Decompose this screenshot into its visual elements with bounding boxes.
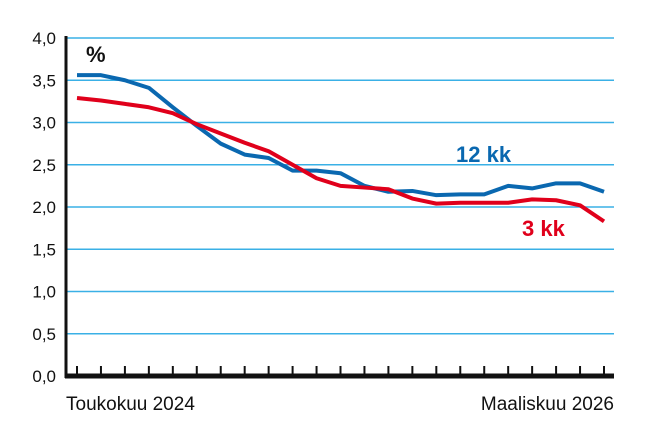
y-tick-label: 0,0 [32, 367, 56, 386]
y-tick-label: 4,0 [32, 29, 56, 48]
y-tick-label: 2,5 [32, 156, 56, 175]
y-tick-label: 3,5 [32, 71, 56, 90]
y-tick-label: 1,5 [32, 240, 56, 259]
series-label-3kk: 3 kk [522, 216, 566, 241]
y-tick-label: 3,0 [32, 114, 56, 133]
series-label-12kk: 12 kk [456, 142, 512, 167]
series-line-3kk [76, 96, 606, 224]
series-line-12kk [77, 73, 605, 198]
x-tick-label-last: Maaliskuu 2026 [481, 394, 614, 415]
unit-label: % [86, 42, 106, 67]
x-tick-label-first: Toukokuu 2024 [66, 394, 195, 415]
y-tick-label: 1,0 [32, 283, 56, 302]
y-tick-label: 0,5 [32, 325, 56, 344]
y-tick-label: 2,0 [32, 198, 56, 217]
